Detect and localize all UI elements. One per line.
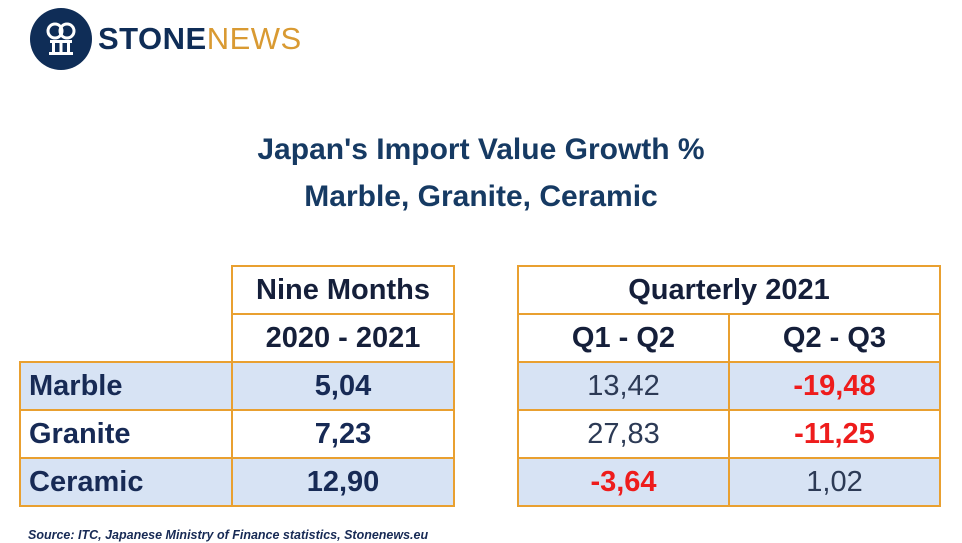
stonenews-logo-icon	[30, 8, 92, 70]
column-header-q1-q2: Q1 - Q2	[517, 313, 730, 363]
value-marble-q1-q2: 13,42	[517, 361, 730, 411]
table-row: Granite 7,23	[19, 409, 455, 459]
source-note: Source: ITC, Japanese Ministry of Financ…	[28, 528, 429, 542]
brand-stone: STONE	[98, 21, 207, 56]
column-header-q2-q3: Q2 - Q3	[728, 313, 941, 363]
value-marble-q2-q3: -19,48	[728, 361, 941, 411]
period-header: 2020 - 2021	[231, 313, 455, 363]
row-label-ceramic: Ceramic	[19, 457, 233, 507]
quarterly-header: Quarterly 2021	[517, 265, 941, 315]
empty-corner-cell	[20, 266, 233, 363]
row-label-marble: Marble	[19, 361, 233, 411]
value-ceramic-q2-q3: 1,02	[728, 457, 941, 507]
table-row: 13,42 -19,48	[517, 361, 941, 411]
brand-wordmark: STONENEWS	[98, 21, 302, 57]
value-granite-q2-q3: -11,25	[728, 409, 941, 459]
nine-months-value-ceramic: 12,90	[231, 457, 455, 507]
nine-months-header: Nine Months	[231, 265, 455, 315]
brand-logo: STONENEWS	[30, 8, 302, 70]
table-row: 27,83 -11,25	[517, 409, 941, 459]
quarterly-table: Quarterly 2021 Q1 - Q2 Q2 - Q3 13,42 -19…	[517, 265, 941, 507]
table-row: Ceramic 12,90	[19, 457, 455, 507]
nine-months-table: Nine Months 2020 - 2021 Marble 5,04 Gran…	[19, 265, 455, 507]
nine-months-value-granite: 7,23	[231, 409, 455, 459]
value-granite-q1-q2: 27,83	[517, 409, 730, 459]
table-row: -3,64 1,02	[517, 457, 941, 507]
value-ceramic-q1-q2: -3,64	[517, 457, 730, 507]
brand-news: NEWS	[206, 21, 302, 56]
nine-months-value-marble: 5,04	[231, 361, 455, 411]
chart-subtitle: Marble, Granite, Ceramic	[304, 180, 658, 213]
row-label-granite: Granite	[19, 409, 233, 459]
chart-title: Japan's Import Value Growth %	[257, 133, 705, 166]
table-row: Marble 5,04	[19, 361, 455, 411]
